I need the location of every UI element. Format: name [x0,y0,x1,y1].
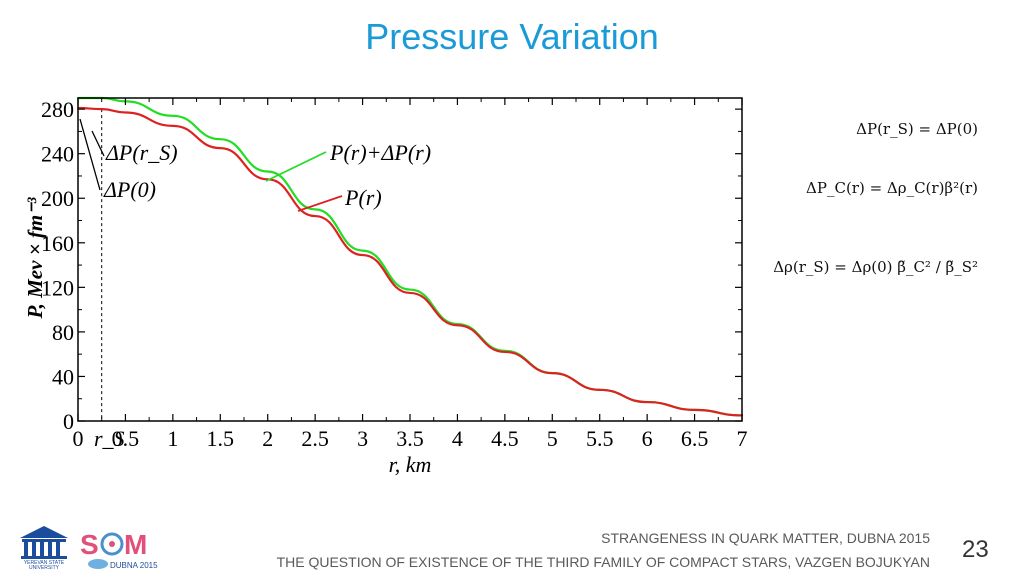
annotation-p: P(r) [344,185,382,210]
annotation-pointer [265,151,327,182]
sqm-conference-logo: S M DUBNA 2015 [78,524,158,576]
data-point [503,351,506,353]
x-tick-label: 5 [547,426,558,451]
data-point [409,292,411,294]
x-tick-label: 6.5 [681,426,709,451]
x-axis-label: r, km [389,452,432,477]
svg-text:S: S [80,529,99,560]
data-point [314,208,317,211]
data-point [124,111,127,114]
annotation-pointer [79,118,101,191]
equation-delta-rho: Δρ(r_S) = Δρ(0) β̃_C² / β̃_S² [773,258,978,276]
yerevan-state-university-logo: YEREVAN STATE UNIVERSITY [16,522,72,574]
x-tick-label: 3.5 [396,426,424,451]
data-point [266,170,269,173]
sqm-logo-icon: S M DUBNA 2015 [80,529,158,570]
data-point [314,215,317,217]
x-tick-label: 1 [167,426,178,451]
data-point [551,372,554,375]
svg-text:DUBNA 2015: DUBNA 2015 [110,561,158,570]
data-point [361,249,364,252]
rs-marker-label: r_S [94,426,125,451]
annotation-delta-p-0: ΔP(0) [103,177,156,202]
page-number: 23 [962,536,989,563]
data-point [646,401,649,403]
x-tick-label: 0.5 [112,426,140,451]
x-tick-label: 3 [357,426,368,451]
x-tick-label: 2.5 [301,426,329,451]
x-tick-label: 4.5 [491,426,519,451]
footer-talk-title: THE QUESTION OF EXISTENCE OF THE THIRD F… [276,554,930,570]
y-tick-label: 120 [41,275,74,300]
equation-text: ΔP_C(r) = Δρ_C(r)β²(r) [806,179,978,197]
data-point [171,124,174,127]
annotation-pointer [91,130,105,157]
data-point [598,388,601,391]
x-tick-label: 7 [737,426,748,451]
y-tick-label: 160 [41,231,74,256]
y-axis-label: P, Mev × fm⁻³ [23,197,47,320]
annotation-p-plus-delta: P(r)+ΔP(r) [329,140,431,165]
equation-text: Δρ(r_S) = Δρ(0) β̃_C² / β̃_S² [773,258,978,276]
x-tick-label: 2 [262,426,273,451]
data-point [693,408,696,411]
data-point [219,147,222,150]
annotation-delta-p-rs: ΔP(r_S) [105,140,178,165]
university-building-icon: YEREVAN STATE UNIVERSITY [20,526,68,571]
x-tick-label: 0 [73,426,84,451]
svg-text:M: M [124,529,147,560]
y-tick-label: 40 [52,364,74,389]
data-point [171,114,174,117]
y-tick-label: 200 [41,186,74,211]
equation-text: ΔP(r_S) = ΔP(0) [856,120,978,138]
slide-title: Pressure Variation [365,16,659,57]
svg-text:UNIVERSITY: UNIVERSITY [29,565,60,570]
x-tick-label: 4 [452,426,463,451]
y-tick-label: 240 [41,142,74,167]
equation-delta-pc: ΔP_C(r) = Δρ_C(r)β²(r) [806,179,978,197]
data-point [409,288,411,291]
y-tick-label: 280 [41,97,74,122]
svg-text:YEREVAN STATE: YEREVAN STATE [24,560,65,566]
x-tick-label: 5.5 [586,426,614,451]
x-tick-label: 6 [642,426,653,451]
data-point [100,108,103,111]
x-tick-label: 1.5 [207,426,235,451]
y-tick-label: 80 [52,320,74,345]
equation-delta-p-rs: ΔP(r_S) = ΔP(0) [856,120,978,138]
annotation-pointer [297,195,343,212]
data-point [219,138,222,141]
y-tick-label: 0 [63,409,74,434]
data-point [361,254,364,256]
data-point [456,324,459,327]
footer-conference: STRANGENESS IN QUARK MATTER, DUBNA 2015 [601,530,930,546]
series-line [77,106,743,417]
